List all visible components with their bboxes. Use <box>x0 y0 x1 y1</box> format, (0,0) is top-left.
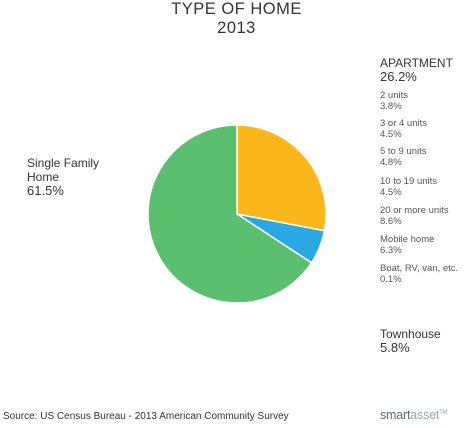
breakdown-value: 4.5% <box>380 187 402 198</box>
breakdown-value: 3.8% <box>380 101 402 112</box>
breakdown-label: 10 to 19 units <box>380 176 438 187</box>
chart-subtitle: 2013 <box>217 19 256 37</box>
logo-text-smart: smart <box>380 408 411 422</box>
apartment-label-name: APARTMENT <box>380 56 453 70</box>
logo-text-asset: asset <box>410 408 440 422</box>
breakdown-item-mobile-home: Mobile home 6.3% <box>380 234 434 256</box>
source-note: Source: US Census Bureau - 2013 American… <box>3 411 289 422</box>
chart-title-block: TYPE OF HOME 2013 <box>0 0 473 38</box>
townhouse-label-name: Townhouse <box>380 327 441 341</box>
breakdown-value: 0.1% <box>380 274 402 285</box>
pie-slice-single-family-home <box>147 124 313 304</box>
apartment-value: 26.2% <box>380 69 417 84</box>
single-family-value: 61.5% <box>27 183 64 198</box>
pie-slice-apartment <box>236 124 327 232</box>
single-family-label-line2: Home <box>27 170 60 184</box>
breakdown-value: 6.3% <box>380 245 402 256</box>
breakdown-value: 8.6% <box>380 216 402 227</box>
breakdown-item-3-or-4-units: 3 or 4 units 4.5% <box>380 118 427 140</box>
breakdown-item-20-or-more-units: 20 or more units 8.6% <box>380 205 449 227</box>
townhouse-label: Townhouse 5.8% <box>380 327 441 355</box>
logo-trademark: TM <box>439 409 448 416</box>
apartment-label: APARTMENT 26.2% <box>380 56 453 84</box>
single-family-label-line1: Single Family <box>27 156 100 170</box>
breakdown-label: Mobile home <box>380 234 435 245</box>
smartasset-logo: smartassetTM <box>380 408 448 422</box>
breakdown-label: 3 or 4 units <box>380 118 427 129</box>
breakdown-label: 20 or more units <box>380 205 449 216</box>
breakdown-item-10-to-19-units: 10 to 19 units 4.5% <box>380 176 437 198</box>
breakdown-value: 4.8% <box>380 157 402 168</box>
breakdown-label: 5 to 9 units <box>380 146 427 157</box>
breakdown-item-boat-rv-van: Boat, RV, van, etc. 0.1% <box>380 263 458 285</box>
chart-title: TYPE OF HOME <box>171 0 302 18</box>
breakdown-item-2-units: 2 units 3.8% <box>380 90 408 112</box>
townhouse-value: 5.8% <box>380 340 410 355</box>
breakdown-label: 2 units <box>380 90 408 101</box>
single-family-label: Single Family Home 61.5% <box>27 156 99 198</box>
breakdown-label: Boat, RV, van, etc. <box>380 263 459 274</box>
breakdown-item-5-to-9-units: 5 to 9 units 4.8% <box>380 146 426 168</box>
breakdown-value: 4.5% <box>380 129 402 140</box>
